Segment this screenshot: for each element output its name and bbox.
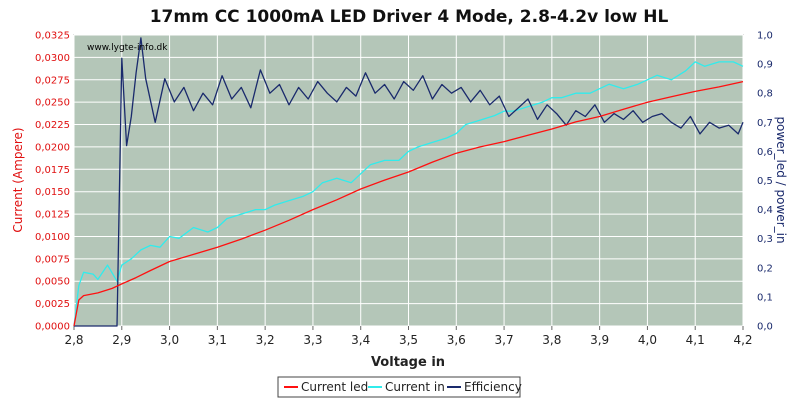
series-line-current-in	[73, 61, 744, 327]
y-right-tick-label: 0,6	[757, 147, 773, 158]
x-tick-label: 2,8	[64, 333, 83, 347]
y-left-tick-label: 0,0250	[35, 98, 70, 109]
x-axis-label: Voltage in	[371, 355, 445, 370]
y-left-tick-label: 0,0075	[35, 254, 70, 265]
legend-box	[277, 376, 521, 398]
y-right-tick-label: 0,5	[757, 176, 773, 187]
series-layer	[73, 37, 744, 327]
y-left-tick-label: 0,0000	[35, 322, 70, 333]
x-tick-label: 4,0	[638, 333, 657, 347]
y-axis-left-label: Current (Ampere)	[11, 127, 25, 232]
legend-label-efficiency: Efficiency	[464, 380, 522, 394]
x-tick-label: 3,5	[399, 333, 418, 347]
chart-title: 17mm CC 1000mA LED Driver 4 Mode, 2.8-4.…	[150, 7, 669, 27]
x-tick-label: 2,9	[112, 333, 131, 347]
x-tick-label: 3,4	[351, 333, 370, 347]
y-left-tick-label: 0,0225	[35, 120, 70, 131]
axes: 2,8 2,9 3,0 3,1 3,2 3,3 3,4 3,5 3,6 3,7 3,8 3,9 4,0 4…	[35, 31, 773, 348]
x-tick-label: 3,0	[160, 333, 179, 347]
watermark: www.lygte-info.dk	[87, 43, 168, 53]
y-left-tick-label: 0,0100	[35, 232, 70, 243]
y-left-tick-label: 0,0150	[35, 187, 70, 198]
x-tick-label: 3,7	[495, 333, 514, 347]
y-left-tick-label: 0,0300	[35, 53, 70, 64]
x-tick-label: 4,1	[686, 333, 705, 347]
series-line-efficiency	[74, 37, 744, 327]
y-right-tick-label: 0,2	[757, 263, 773, 274]
y-right-tick-label: 0,9	[757, 60, 773, 71]
y-left-tick-label: 0,0025	[35, 299, 70, 310]
y-right-tick-label: 0,7	[757, 118, 773, 129]
x-tick-label: 4,2	[733, 333, 752, 347]
x-tick-label: 3,2	[256, 333, 275, 347]
series-line-current-led	[73, 80, 744, 327]
x-tick-label: 3,1	[208, 333, 227, 347]
grid	[73, 34, 744, 327]
legend: Current led Current in Efficiency	[277, 376, 522, 398]
y-axis-right-label: power_led / power_in	[774, 116, 788, 243]
x-tick-label: 3,3	[303, 333, 322, 347]
y-left-tick-label: 0,0325	[35, 31, 70, 42]
y-left-tick-label: 0,0175	[35, 165, 70, 176]
x-tick-label: 3,8	[542, 333, 561, 347]
y-right-tick-label: 0,1	[757, 292, 773, 303]
x-tick-label: 3,9	[590, 333, 609, 347]
y-left-tick-label: 0,0050	[35, 277, 70, 288]
y-right-tick-label: 0,0	[757, 322, 773, 333]
y-right-tick-label: 0,8	[757, 89, 773, 100]
y-right-tick-label: 0,4	[757, 205, 773, 216]
y-right-tick-label: 1,0	[757, 31, 773, 42]
y-right-tick-label: 0,3	[757, 234, 773, 245]
y-left-tick-label: 0,0200	[35, 142, 70, 153]
legend-label-current-led: Current led	[301, 380, 368, 394]
y-left-tick-label: 0,0275	[35, 75, 70, 86]
legend-label-current-in: Current in	[385, 380, 445, 394]
y-left-tick-label: 0,0125	[35, 210, 70, 221]
x-tick-label: 3,6	[447, 333, 466, 347]
